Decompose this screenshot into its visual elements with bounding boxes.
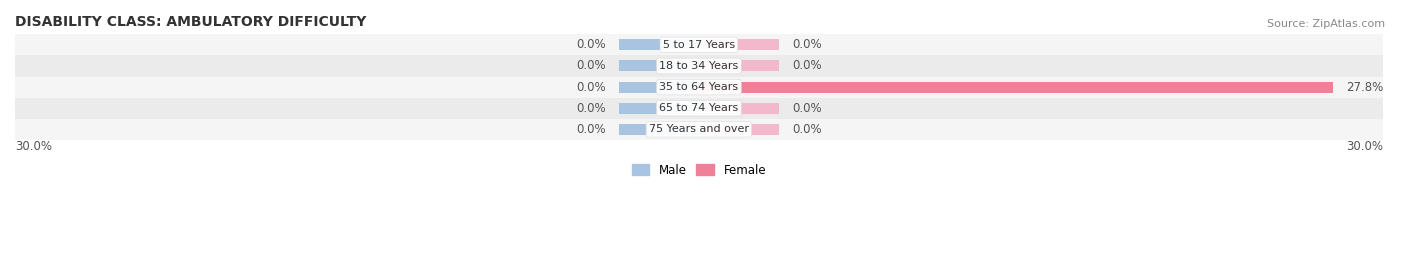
Text: 5 to 17 Years: 5 to 17 Years xyxy=(662,40,735,50)
Text: 0.0%: 0.0% xyxy=(576,59,606,72)
Text: 0.0%: 0.0% xyxy=(793,59,823,72)
Bar xyxy=(699,61,779,72)
Bar xyxy=(699,39,779,50)
Text: 75 Years and over: 75 Years and over xyxy=(650,124,749,134)
Text: 0.0%: 0.0% xyxy=(576,80,606,94)
Text: 18 to 34 Years: 18 to 34 Years xyxy=(659,61,738,71)
Text: 30.0%: 30.0% xyxy=(1346,140,1384,153)
Bar xyxy=(15,76,1384,98)
Text: 0.0%: 0.0% xyxy=(576,102,606,115)
Text: 27.8%: 27.8% xyxy=(1347,80,1384,94)
Text: Source: ZipAtlas.com: Source: ZipAtlas.com xyxy=(1267,19,1385,29)
Bar xyxy=(699,124,779,135)
Text: 0.0%: 0.0% xyxy=(793,102,823,115)
Bar xyxy=(699,82,1333,93)
Text: 0.0%: 0.0% xyxy=(576,38,606,51)
Text: DISABILITY CLASS: AMBULATORY DIFFICULTY: DISABILITY CLASS: AMBULATORY DIFFICULTY xyxy=(15,15,367,29)
Legend: Male, Female: Male, Female xyxy=(627,159,770,181)
Bar xyxy=(619,124,699,135)
Bar xyxy=(15,98,1384,119)
Text: 0.0%: 0.0% xyxy=(793,38,823,51)
Bar xyxy=(15,55,1384,76)
Text: 0.0%: 0.0% xyxy=(793,123,823,136)
Text: 65 to 74 Years: 65 to 74 Years xyxy=(659,103,738,113)
Bar xyxy=(619,103,699,114)
Bar xyxy=(15,119,1384,140)
Text: 35 to 64 Years: 35 to 64 Years xyxy=(659,82,738,92)
Bar xyxy=(619,39,699,50)
Text: 30.0%: 30.0% xyxy=(15,140,52,153)
Bar xyxy=(15,34,1384,55)
Text: 0.0%: 0.0% xyxy=(576,123,606,136)
Bar xyxy=(619,61,699,72)
Bar xyxy=(619,82,699,93)
Bar xyxy=(699,103,779,114)
